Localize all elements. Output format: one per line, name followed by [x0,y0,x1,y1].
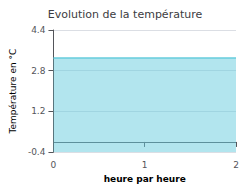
svg-text:2.8: 2.8 [31,66,46,76]
svg-text:2: 2 [233,160,239,170]
svg-text:1: 1 [142,160,148,170]
svg-text:Evolution de la température: Evolution de la température [48,8,203,21]
svg-text:0: 0 [51,160,57,170]
svg-text:-0.4: -0.4 [28,147,46,157]
svg-text:Température en °C: Température en °C [8,49,18,135]
svg-text:1.2: 1.2 [31,106,45,116]
svg-text:heure par heure: heure par heure [104,174,186,184]
svg-text:4.4: 4.4 [31,25,46,35]
